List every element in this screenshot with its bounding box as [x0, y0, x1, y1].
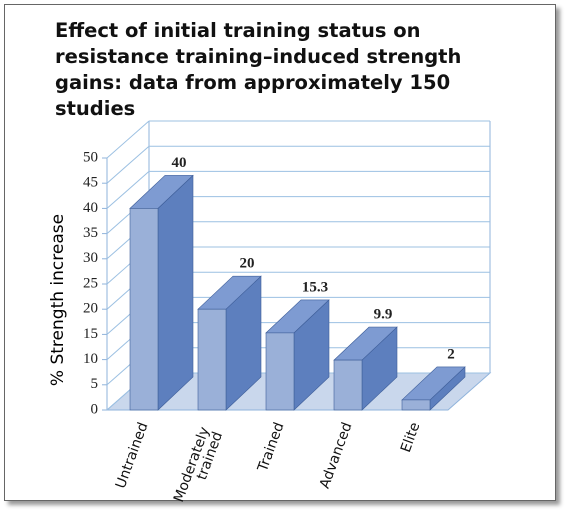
bar: [401, 399, 431, 411]
grid-line: [106, 120, 150, 159]
grid-line: [106, 145, 150, 184]
bar: [197, 308, 227, 411]
bar: [333, 359, 363, 411]
value-label: 40: [172, 155, 187, 171]
y-tick-label: 40: [83, 200, 98, 216]
y-tick-label: 20: [83, 301, 98, 317]
y-tick-label: 30: [83, 250, 98, 266]
value-label: 9.9: [374, 307, 393, 323]
value-label: 2: [447, 346, 455, 362]
y-tick-label: 15: [83, 326, 98, 342]
frame: [4, 4, 556, 501]
value-label: 20: [240, 256, 255, 272]
y-tick-label: 50: [83, 149, 98, 165]
bar: [129, 208, 159, 411]
y-axis-label: % Strength increase: [48, 214, 68, 386]
y-tick-label: 25: [83, 275, 98, 291]
bar: [265, 332, 295, 411]
chart-title: Effect of initial training status on res…: [55, 19, 462, 120]
y-tick-label: 5: [91, 376, 99, 392]
y-tick-label: 0: [91, 401, 99, 417]
y-tick-label: 10: [83, 351, 98, 367]
bar-side: [157, 174, 194, 411]
y-tick-label: 45: [83, 175, 98, 191]
value-label: 15.3: [302, 279, 328, 295]
grid-line: [106, 171, 150, 209]
y-tick-label: 35: [83, 225, 98, 241]
